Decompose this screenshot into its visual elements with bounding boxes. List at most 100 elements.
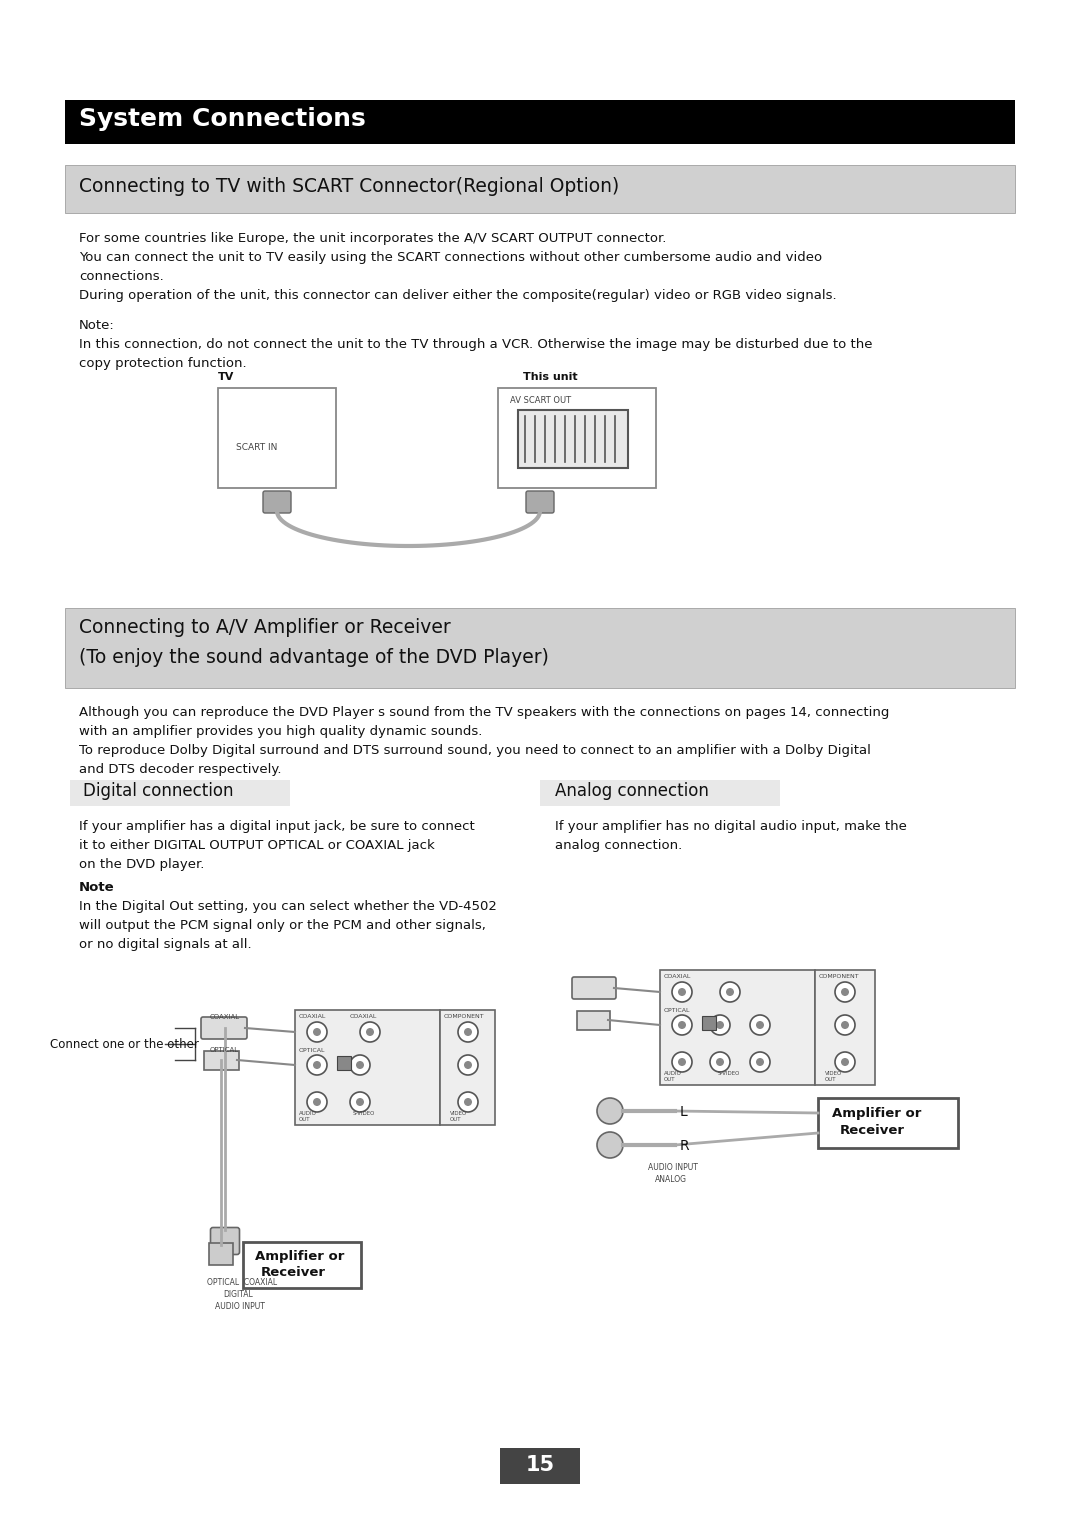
Text: For some countries like Europe, the unit incorporates the A/V SCART OUTPUT conne: For some countries like Europe, the unit…	[79, 232, 666, 244]
Bar	[243, 1242, 361, 1288]
Text: Receiver: Receiver	[840, 1125, 905, 1137]
Circle shape	[464, 1099, 472, 1106]
Text: COMPONENT: COMPONENT	[819, 973, 860, 979]
Text: COAXIAL: COAXIAL	[350, 1015, 377, 1019]
FancyBboxPatch shape	[203, 1051, 239, 1070]
Bar	[702, 1016, 716, 1030]
Text: This unit: This unit	[523, 371, 578, 382]
Text: VIDEO
OUT: VIDEO OUT	[825, 1071, 842, 1082]
Circle shape	[726, 989, 734, 996]
Text: To reproduce Dolby Digital surround and DTS surround sound, you need to connect : To reproduce Dolby Digital surround and …	[79, 744, 870, 756]
Text: 15: 15	[526, 1455, 554, 1475]
Text: S-VIDEO: S-VIDEO	[353, 1111, 376, 1115]
Text: AUDIO
OUT: AUDIO OUT	[664, 1071, 681, 1082]
Text: Digital connection: Digital connection	[83, 782, 233, 801]
Bar	[815, 970, 875, 1085]
Text: on the DVD player.: on the DVD player.	[79, 859, 204, 871]
Circle shape	[458, 1093, 478, 1112]
Circle shape	[716, 1057, 724, 1067]
FancyBboxPatch shape	[572, 976, 616, 999]
Circle shape	[313, 1060, 321, 1070]
Text: During operation of the unit, this connector can deliver either the composite(re: During operation of the unit, this conne…	[79, 289, 837, 303]
Text: will output the PCM signal only or the PCM and other signals,: will output the PCM signal only or the P…	[79, 918, 486, 932]
Circle shape	[841, 1021, 849, 1028]
Text: System Connections: System Connections	[79, 107, 366, 131]
Text: Note: Note	[79, 882, 114, 894]
Circle shape	[750, 1015, 770, 1034]
Text: L: L	[680, 1105, 688, 1118]
Text: COAXIAL: COAXIAL	[664, 973, 691, 979]
Circle shape	[350, 1054, 370, 1076]
Circle shape	[672, 983, 692, 1002]
Circle shape	[356, 1060, 364, 1070]
Text: it to either DIGITAL OUTPUT OPTICAL or COAXIAL jack: it to either DIGITAL OUTPUT OPTICAL or C…	[79, 839, 435, 853]
Bar	[65, 99, 1015, 144]
Circle shape	[678, 1057, 686, 1067]
Circle shape	[835, 1015, 855, 1034]
Text: connections.: connections.	[79, 270, 164, 283]
Text: copy protection function.: copy protection function.	[79, 358, 246, 370]
Bar	[65, 165, 1015, 212]
FancyBboxPatch shape	[211, 1227, 240, 1254]
Text: COMPONENT: COMPONENT	[444, 1015, 485, 1019]
Bar	[500, 1449, 580, 1484]
Bar	[295, 1010, 440, 1125]
Text: If your amplifier has a digital input jack, be sure to connect: If your amplifier has a digital input ja…	[79, 821, 475, 833]
Circle shape	[750, 1051, 770, 1073]
Text: VIDEO
OUT: VIDEO OUT	[450, 1111, 468, 1122]
Text: Connect one or the other: Connect one or the other	[50, 1038, 199, 1051]
Circle shape	[710, 1051, 730, 1073]
Circle shape	[356, 1099, 364, 1106]
Bar	[337, 1056, 351, 1070]
Text: OPTICAL: OPTICAL	[664, 1008, 690, 1013]
Circle shape	[360, 1022, 380, 1042]
Bar	[65, 608, 1015, 688]
Text: OPTICAL: OPTICAL	[299, 1048, 325, 1053]
Circle shape	[307, 1093, 327, 1112]
Text: with an amplifier provides you high quality dynamic sounds.: with an amplifier provides you high qual…	[79, 724, 483, 738]
FancyBboxPatch shape	[264, 490, 291, 513]
Circle shape	[678, 989, 686, 996]
Text: Amplifier or: Amplifier or	[255, 1250, 345, 1264]
Text: COAXIAL: COAXIAL	[210, 1015, 240, 1021]
Circle shape	[835, 1051, 855, 1073]
Text: analog connection.: analog connection.	[555, 839, 683, 853]
Text: ANALOG: ANALOG	[654, 1175, 687, 1184]
Bar	[218, 388, 336, 487]
Circle shape	[672, 1051, 692, 1073]
Text: OPTICAL: OPTICAL	[210, 1047, 239, 1053]
Text: In the Digital Out setting, you can select whether the VD-4502: In the Digital Out setting, you can sele…	[79, 900, 497, 914]
Text: COAXIAL: COAXIAL	[299, 1015, 326, 1019]
Text: Amplifier or: Amplifier or	[832, 1106, 921, 1120]
Circle shape	[756, 1057, 764, 1067]
Text: and DTS decoder respectively.: and DTS decoder respectively.	[79, 762, 282, 776]
Text: R: R	[680, 1138, 690, 1154]
Text: (To enjoy the sound advantage of the DVD Player): (To enjoy the sound advantage of the DVD…	[79, 648, 549, 668]
Bar	[818, 1099, 958, 1148]
Text: TV: TV	[218, 371, 234, 382]
Text: You can connect the unit to TV easily using the SCART connections without other : You can connect the unit to TV easily us…	[79, 251, 822, 264]
Circle shape	[366, 1028, 374, 1036]
Bar	[660, 970, 815, 1085]
Circle shape	[716, 1021, 724, 1028]
Circle shape	[678, 1021, 686, 1028]
Circle shape	[710, 1015, 730, 1034]
Text: AV SCART OUT: AV SCART OUT	[510, 396, 571, 405]
Circle shape	[720, 983, 740, 1002]
Text: Receiver: Receiver	[261, 1267, 326, 1279]
Bar	[540, 779, 780, 805]
Circle shape	[458, 1022, 478, 1042]
Bar	[498, 388, 656, 487]
Bar	[440, 1010, 495, 1125]
Text: SCART IN: SCART IN	[237, 443, 278, 452]
Text: If your amplifier has no digital audio input, make the: If your amplifier has no digital audio i…	[555, 821, 907, 833]
Circle shape	[841, 989, 849, 996]
FancyBboxPatch shape	[201, 1018, 247, 1039]
Text: DIGITAL: DIGITAL	[222, 1290, 253, 1299]
Circle shape	[464, 1060, 472, 1070]
Circle shape	[307, 1022, 327, 1042]
Circle shape	[307, 1054, 327, 1076]
FancyBboxPatch shape	[210, 1242, 233, 1265]
Text: AUDIO
OUT: AUDIO OUT	[299, 1111, 316, 1122]
Circle shape	[597, 1099, 623, 1125]
